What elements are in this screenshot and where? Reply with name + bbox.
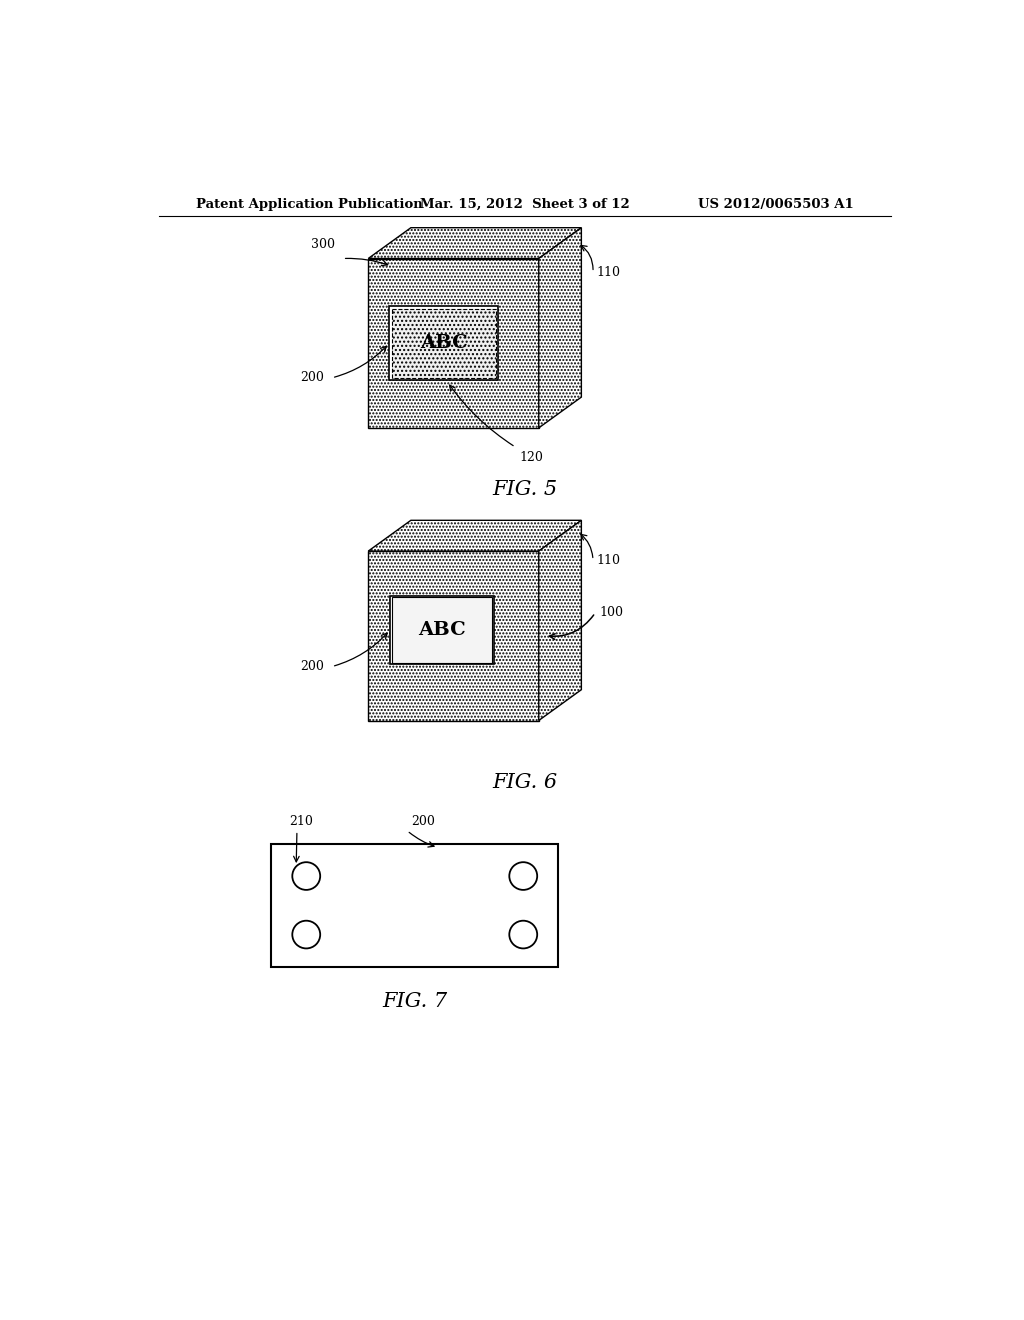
Text: FIG. 6: FIG. 6 xyxy=(493,772,557,792)
Text: 110: 110 xyxy=(597,265,621,279)
Circle shape xyxy=(292,921,321,948)
Text: US 2012/0065503 A1: US 2012/0065503 A1 xyxy=(697,198,853,211)
Text: 100: 100 xyxy=(599,606,624,619)
Bar xyxy=(369,259,539,428)
Text: 200: 200 xyxy=(300,660,324,673)
Polygon shape xyxy=(539,520,582,721)
Text: FIG. 7: FIG. 7 xyxy=(382,993,447,1011)
Polygon shape xyxy=(539,227,582,428)
Text: 110: 110 xyxy=(597,554,621,566)
Circle shape xyxy=(509,862,538,890)
Bar xyxy=(369,552,539,721)
Polygon shape xyxy=(369,227,582,259)
Text: 210: 210 xyxy=(289,816,313,829)
Circle shape xyxy=(509,921,538,948)
Text: ABC: ABC xyxy=(420,334,468,352)
Text: 300: 300 xyxy=(311,238,335,251)
Circle shape xyxy=(292,862,321,890)
Bar xyxy=(389,306,499,380)
Text: 200: 200 xyxy=(411,816,435,829)
Bar xyxy=(271,843,558,966)
Text: Mar. 15, 2012  Sheet 3 of 12: Mar. 15, 2012 Sheet 3 of 12 xyxy=(420,198,630,211)
Bar xyxy=(390,595,494,664)
Text: ABC: ABC xyxy=(418,620,466,639)
Text: FIG. 5: FIG. 5 xyxy=(493,480,557,499)
Text: Patent Application Publication: Patent Application Publication xyxy=(197,198,423,211)
Text: 200: 200 xyxy=(300,371,324,384)
Polygon shape xyxy=(369,520,582,552)
Bar xyxy=(391,309,496,378)
Text: 120: 120 xyxy=(519,451,544,465)
Bar xyxy=(391,597,493,663)
